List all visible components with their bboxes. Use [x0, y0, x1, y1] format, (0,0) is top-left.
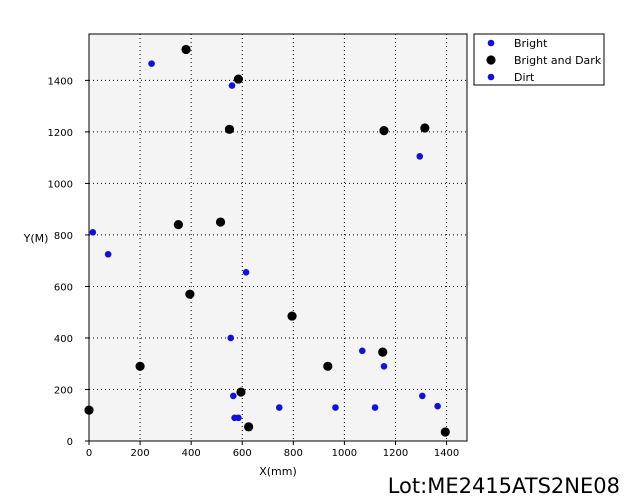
- y-tick-label: 200: [54, 385, 73, 396]
- point-bright-and-dark: [233, 74, 244, 84]
- x-tick-label: 1400: [434, 448, 459, 459]
- legend-label-bright-and-dark: Bright and Dark: [514, 54, 602, 67]
- point-bright: [242, 268, 250, 276]
- legend-marker-dirt: [487, 73, 495, 81]
- plot-area: [88, 33, 468, 442]
- point-bright: [104, 250, 112, 258]
- legend-box: [473, 33, 605, 86]
- point-bright-and-dark: [224, 124, 235, 134]
- y-tick-label: 1400: [48, 76, 73, 87]
- point-bright-and-dark: [244, 422, 254, 432]
- point-bright-and-dark: [135, 361, 145, 371]
- point-bright: [235, 414, 242, 422]
- legend-marker-bright-and-dark: [486, 55, 496, 65]
- y-axis-title: Y(M): [23, 232, 49, 245]
- point-bright-and-dark: [185, 289, 195, 299]
- point-bright: [228, 82, 236, 89]
- x-tick-label: 400: [182, 448, 201, 459]
- point-bright-and-dark: [215, 217, 226, 227]
- point-bright-and-dark: [420, 123, 430, 133]
- x-tick-label: 800: [284, 448, 303, 459]
- point-bright-and-dark: [181, 44, 191, 55]
- point-bright-and-dark: [84, 405, 94, 415]
- x-tick-label: 200: [131, 448, 150, 459]
- legend-marker-bright: [487, 39, 495, 47]
- point-bright: [148, 60, 155, 67]
- point-bright-and-dark: [379, 125, 389, 136]
- grid-lines: [89, 34, 467, 441]
- point-bright-and-dark: [440, 427, 450, 437]
- legend-label-bright: Bright: [514, 37, 548, 50]
- point-bright: [416, 153, 424, 160]
- point-bright-and-dark: [378, 347, 388, 357]
- legend-label-dirt: Dirt: [514, 71, 535, 84]
- x-axis-title: X(mm): [259, 465, 297, 478]
- data-points: [84, 44, 450, 437]
- point-bright: [371, 404, 379, 411]
- point-bright: [89, 229, 97, 236]
- legend: Bright Bright and Dark Dirt: [473, 33, 605, 86]
- x-tick-label: 600: [233, 448, 252, 459]
- point-bright: [275, 404, 283, 411]
- y-tick-label: 400: [54, 334, 73, 345]
- point-bright-and-dark: [323, 361, 333, 371]
- x-tick-label: 1000: [332, 448, 357, 459]
- y-tick-label: 1200: [48, 128, 73, 139]
- point-bright-and-dark: [236, 387, 246, 397]
- point-bright-and-dark: [173, 220, 183, 230]
- point-bright: [227, 334, 235, 342]
- x-tick-label: 0: [86, 448, 92, 459]
- lot-caption: Lot:ME2415ATS2NE08: [387, 474, 620, 498]
- point-bright: [230, 392, 237, 400]
- y-tick-label: 600: [54, 282, 73, 293]
- point-bright: [434, 402, 441, 410]
- point-bright: [332, 404, 339, 411]
- axis-ticks: 0 200 400 600 800 1000 1200 1400 0 200 400 600 800 10…: [48, 76, 460, 459]
- point-bright: [419, 392, 426, 400]
- point-bright: [380, 362, 388, 370]
- y-tick-label: 1000: [48, 179, 73, 190]
- point-bright: [358, 347, 366, 355]
- y-tick-label: 800: [54, 231, 73, 242]
- point-bright-and-dark: [287, 311, 297, 321]
- y-tick-label: 0: [67, 437, 73, 448]
- x-tick-label: 1200: [383, 448, 408, 459]
